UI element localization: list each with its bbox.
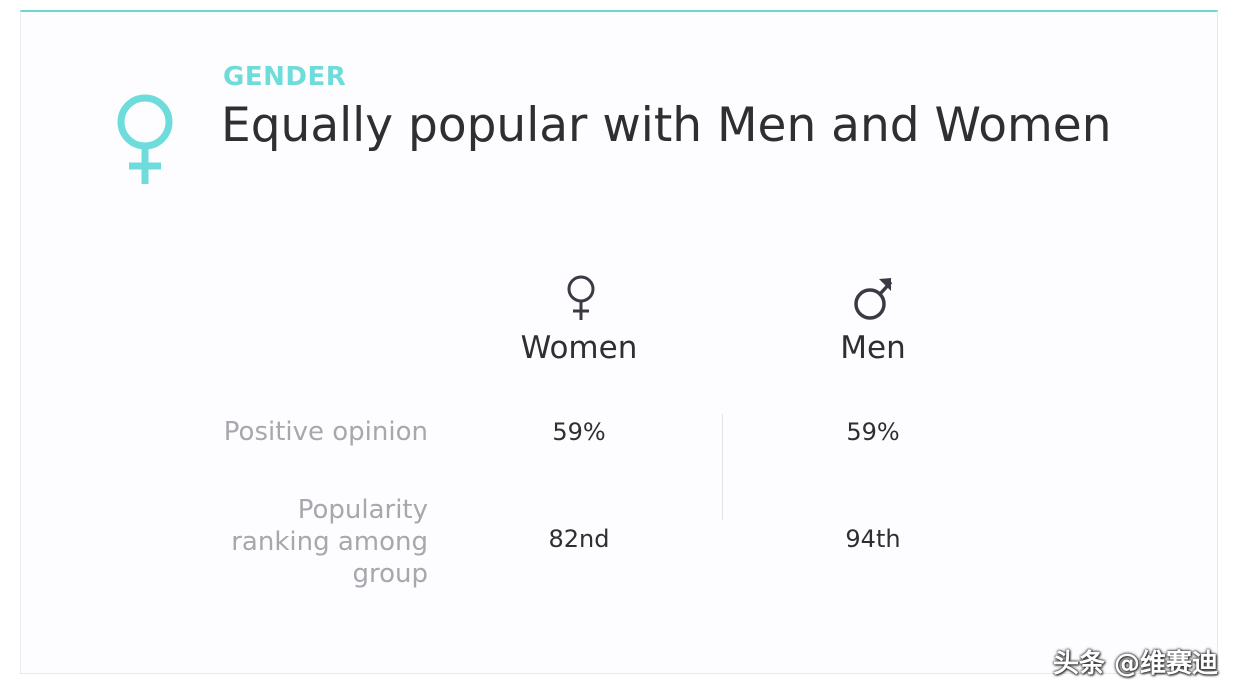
- column-header-men: Men: [840, 330, 906, 366]
- watermark: 头条 @维赛迪: [1052, 649, 1218, 679]
- section-eyebrow: GENDER: [223, 62, 347, 92]
- cell-men-ranking: 94th: [845, 525, 901, 553]
- cell-women-ranking: 82nd: [548, 525, 610, 553]
- row-label-popularity-ranking: Popularity ranking among group: [231, 494, 428, 590]
- row-label-positive-opinion: Positive opinion: [223, 417, 428, 447]
- slide-card: GENDER Equally popular with Men and Wome…: [20, 10, 1218, 674]
- column-divider: [722, 414, 723, 520]
- male-symbol-icon: [854, 278, 893, 320]
- cell-women-positive: 59%: [552, 418, 606, 446]
- female-symbol-icon: [117, 94, 173, 184]
- female-symbol-icon: [567, 275, 595, 320]
- column-header-women: Women: [520, 330, 638, 366]
- row-label-line: Popularity: [297, 495, 428, 525]
- page-title: Equally popular with Men and Women: [221, 98, 1112, 153]
- row-label-line: group: [352, 559, 428, 589]
- row-label-line: ranking among: [231, 527, 428, 557]
- cell-men-positive: 59%: [846, 418, 900, 446]
